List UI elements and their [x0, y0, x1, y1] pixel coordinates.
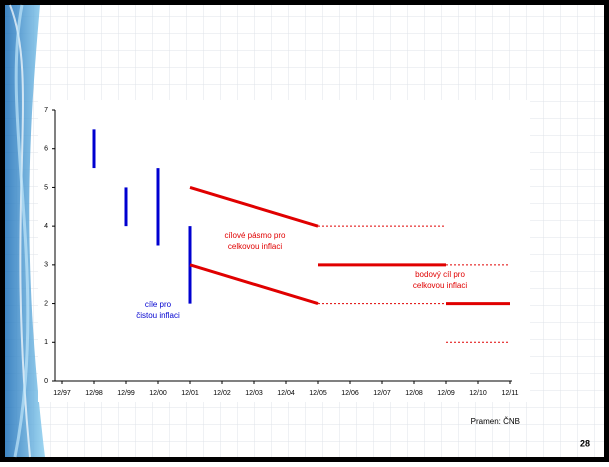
- source: Pramen: ČNB: [471, 417, 520, 426]
- x-tick-label: 12/10: [469, 390, 487, 397]
- chart-area: [38, 100, 530, 402]
- target-line: [189, 185, 319, 228]
- x-tick-label: 12/09: [437, 390, 455, 397]
- target-line: [189, 263, 319, 306]
- annotation: cíle pro: [145, 300, 172, 309]
- y-tick-label: 7: [44, 107, 48, 114]
- y-tick-label: 3: [44, 262, 48, 269]
- x-tick-label: 12/00: [149, 390, 167, 397]
- x-tick-label: 12/04: [277, 390, 295, 397]
- y-tick-label: 4: [44, 223, 48, 230]
- x-tick-label: 12/03: [245, 390, 263, 397]
- y-tick-label: 1: [44, 339, 48, 346]
- x-tick-label: 12/01: [181, 390, 199, 397]
- x-tick-label: 12/06: [341, 390, 359, 397]
- x-tick-label: 12/02: [213, 390, 231, 397]
- x-tick-label: 12/99: [117, 390, 135, 397]
- decor-curve: [13, 4, 30, 458]
- x-tick-label: 12/98: [85, 390, 103, 397]
- x-tick-label: 12/07: [373, 390, 391, 397]
- x-tick-label: 12/97: [53, 390, 71, 397]
- page-number: 28: [580, 438, 590, 448]
- y-tick-label: 0: [44, 378, 48, 385]
- annotation: celkovou inflaci: [413, 281, 467, 290]
- x-tick-label: 12/05: [309, 390, 327, 397]
- annotation: cílové pásmo pro: [225, 231, 286, 240]
- y-tick-label: 6: [44, 146, 48, 153]
- y-tick-label: 5: [44, 184, 48, 191]
- y-tick-label: 2: [44, 300, 48, 307]
- annotation: čistou inflaci: [136, 311, 180, 320]
- x-tick-label: 12/08: [405, 390, 423, 397]
- annotation: celkovou inflaci: [228, 242, 282, 251]
- annotation: bodový cíl pro: [415, 270, 465, 279]
- x-tick-label: 12/11: [502, 390, 519, 397]
